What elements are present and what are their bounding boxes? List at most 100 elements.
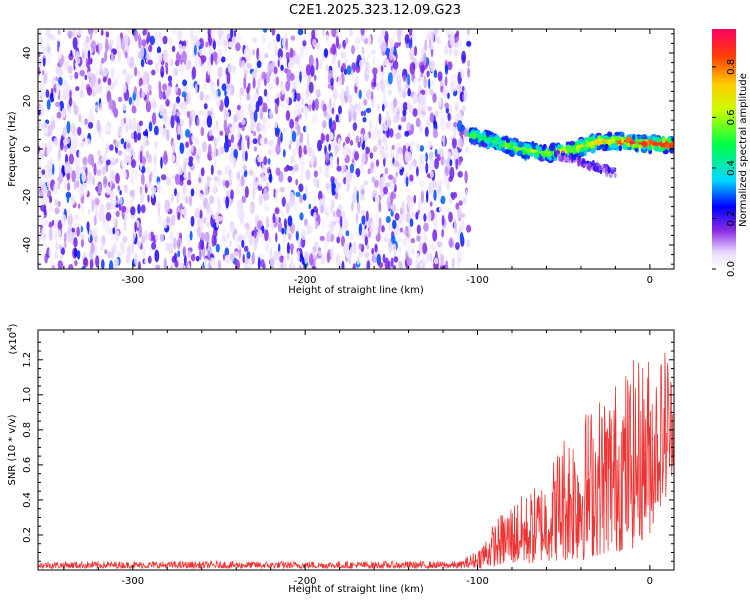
heatmap-cell (569, 140, 576, 146)
heatmap-cell (335, 36, 339, 48)
heatmap-cell (106, 120, 112, 133)
heatmap-cell (417, 198, 422, 211)
heatmap-cell (393, 264, 396, 269)
heatmap-cell (273, 188, 276, 198)
heatmap-cell (86, 61, 89, 69)
heatmap-cell (176, 111, 181, 117)
heatmap-cell (345, 85, 350, 97)
heatmap-cell (466, 239, 471, 248)
heatmap-cell (457, 38, 462, 47)
heatmap-cell (595, 163, 600, 167)
heatmap-cell (444, 102, 450, 109)
heatmap-cell (295, 230, 299, 241)
heatmap-cell (215, 124, 219, 131)
heatmap-cell (84, 118, 88, 126)
snr-series (38, 352, 674, 570)
heatmap-cell (273, 120, 278, 129)
heatmap-cell (270, 188, 274, 197)
heatmap-cell (68, 264, 74, 269)
heatmap-cell (136, 90, 141, 103)
heatmap-cell (317, 139, 322, 152)
heatmap-cell (599, 144, 606, 149)
heatmap-cell (128, 96, 133, 106)
heatmap-cell (295, 101, 301, 111)
heatmap-cell (279, 186, 285, 193)
heatmap-cell (246, 49, 251, 62)
heatmap-cell (188, 194, 193, 207)
heatmap-cell (143, 29, 148, 35)
heatmap-cell (154, 141, 158, 149)
heatmap-cell (268, 236, 272, 243)
heatmap-cell (355, 212, 359, 224)
heatmap-cell (391, 67, 397, 79)
heatmap-cell (546, 156, 552, 160)
heatmap-cell (163, 153, 168, 165)
heatmap-cell (449, 166, 455, 180)
heatmap-cell (159, 36, 163, 46)
heatmap-cell (463, 89, 468, 102)
heatmap-cell (263, 156, 268, 166)
heatmap-cell (77, 126, 82, 136)
heatmap-cell (390, 193, 394, 206)
heatmap-cell (301, 69, 307, 79)
heatmap-cell (188, 156, 194, 163)
heatmap-cell (410, 247, 416, 256)
heatmap-cell (139, 185, 143, 195)
heatmap-cell (101, 259, 105, 269)
heatmap-cell (466, 224, 472, 233)
colorbar-tick-label: 0.6 (726, 109, 737, 125)
heatmap-cell (374, 194, 380, 204)
heatmap-cell (655, 136, 662, 143)
heatmap-cell (225, 196, 230, 209)
heatmap-cell (213, 182, 217, 195)
snr-y-axis-label: SNR (10 * v/v) (7, 414, 18, 485)
heatmap-cell (212, 257, 218, 267)
heatmap-cell (177, 29, 183, 41)
heatmap-cell (123, 117, 127, 124)
heatmap-cell (429, 170, 434, 178)
heatmap-cell (375, 159, 380, 167)
heatmap-cell (236, 171, 241, 181)
heatmap-cell (193, 226, 199, 232)
heatmap-cell (158, 80, 162, 94)
heatmap-cell (324, 151, 330, 163)
heatmap-cell (144, 82, 148, 95)
heatmap-cell (356, 190, 359, 204)
heatmap-cell (387, 89, 393, 96)
heatmap-cell (336, 165, 342, 172)
heatmap-cell (275, 232, 278, 243)
heatmap-cell (325, 133, 330, 143)
heatmap-cell (668, 144, 674, 148)
heatmap-cell (131, 132, 135, 140)
heatmap-cell (109, 144, 114, 151)
heatmap-cell (208, 241, 211, 249)
heatmap-cell (126, 79, 131, 85)
heatmap-cell (79, 69, 85, 77)
heatmap-cell (461, 220, 465, 231)
heatmap-cell (423, 75, 427, 89)
heatmap-cell (178, 43, 183, 55)
heatmap-cell (185, 62, 190, 71)
heatmap-cell (264, 229, 269, 242)
heatmap-cell (365, 70, 370, 76)
heatmap-cell (607, 166, 611, 174)
heatmap-cell (283, 127, 287, 134)
heatmap-cell (406, 194, 412, 203)
heatmap-cell (379, 74, 384, 82)
heatmap-cell (160, 174, 167, 181)
heatmap-cell (73, 213, 79, 221)
heatmap-cell (49, 195, 53, 204)
heatmap-cell (351, 192, 357, 203)
heatmap-cell (197, 149, 201, 156)
heatmap-cell (55, 241, 58, 251)
heatmap-cell (262, 263, 266, 269)
heatmap-cell (361, 215, 366, 226)
heatmap-cell (76, 57, 81, 64)
heatmap-cell (325, 206, 329, 219)
heatmap-cell (102, 165, 106, 176)
heatmap-cell (42, 54, 46, 67)
heatmap-cell (212, 124, 215, 134)
heatmap-cell (140, 58, 145, 68)
heatmap-cell (206, 221, 210, 228)
heatmap-cell (213, 145, 217, 158)
